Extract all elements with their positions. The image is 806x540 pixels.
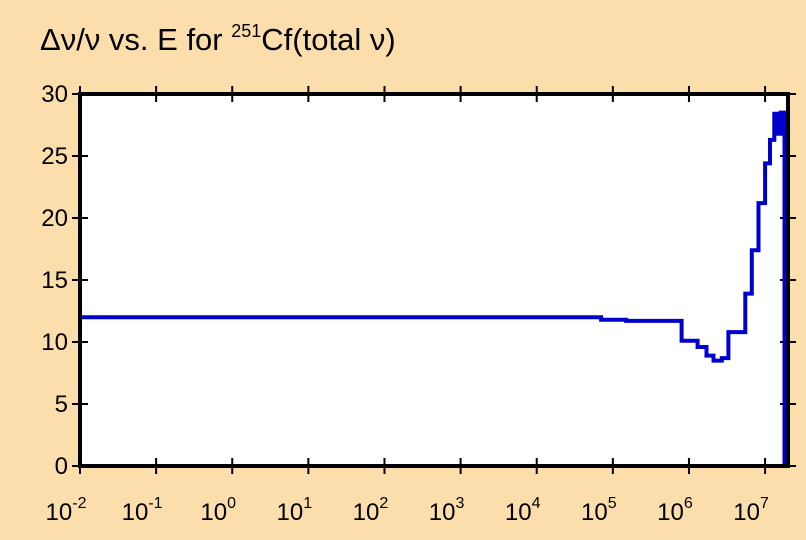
x-tick-label: 10-2 <box>46 495 87 526</box>
series-layer <box>78 110 787 466</box>
x-tick-base: 10 <box>657 499 684 526</box>
x-tick-base: 10 <box>429 499 456 526</box>
x-tick-label: 106 <box>657 495 693 526</box>
x-tick-label: 100 <box>200 495 236 526</box>
x-tick-base: 10 <box>581 499 608 526</box>
x-tick-exponent: 3 <box>456 495 465 512</box>
y-tick-label: 20 <box>41 205 68 232</box>
x-tick-label: 102 <box>353 495 389 526</box>
x-tick-base: 10 <box>46 499 73 526</box>
x-tick-base: 10 <box>200 499 227 526</box>
x-tick-exponent: 0 <box>227 495 236 512</box>
x-tick-exponent: 6 <box>684 495 693 512</box>
chart-title: Δν/ν vs. E for 251Cf(total ν) <box>40 21 396 57</box>
x-tick-labels: 10-2 10-1 100 101 102 103 104 105 106 107 <box>46 495 769 526</box>
x-tick-exponent: -1 <box>148 495 162 512</box>
y-tick-label: 25 <box>41 143 68 170</box>
y-tick-labels: 0 5 10 15 20 25 30 <box>41 81 68 480</box>
x-tick-base: 10 <box>733 499 760 526</box>
x-tick-exponent: -2 <box>72 495 86 512</box>
series-line <box>78 110 787 466</box>
x-tick-base: 10 <box>505 499 532 526</box>
plot-area <box>80 94 788 466</box>
x-tick-label: 101 <box>277 495 313 526</box>
x-tick-exponent: 5 <box>608 495 617 512</box>
x-tick-base: 10 <box>277 499 304 526</box>
x-tick-label: 104 <box>505 495 541 526</box>
y-tick-label: 10 <box>41 329 68 356</box>
chart-title-isotope-mass: 251 <box>231 21 261 41</box>
y-tick-label: 15 <box>41 267 68 294</box>
y-tick-label: 0 <box>55 453 68 480</box>
x-tick-label: 107 <box>733 495 769 526</box>
x-tick-exponent: 2 <box>379 495 388 512</box>
y-tick-label: 30 <box>41 81 68 108</box>
x-tick-label: 103 <box>429 495 465 526</box>
x-tick-label: 105 <box>581 495 617 526</box>
plot-frame <box>78 92 790 468</box>
y-tick-label: 5 <box>55 391 68 418</box>
x-tick-exponent: 7 <box>760 495 769 512</box>
x-tick-base: 10 <box>353 499 380 526</box>
chart-title-prefix: Δν/ν vs. E for <box>40 22 231 57</box>
x-tick-label: 10-1 <box>122 495 163 526</box>
x-tick-exponent: 4 <box>532 495 541 512</box>
x-tick-exponent: 1 <box>303 495 312 512</box>
x-tick-base: 10 <box>122 499 149 526</box>
chart-title-suffix: Cf(total ν) <box>261 22 395 57</box>
